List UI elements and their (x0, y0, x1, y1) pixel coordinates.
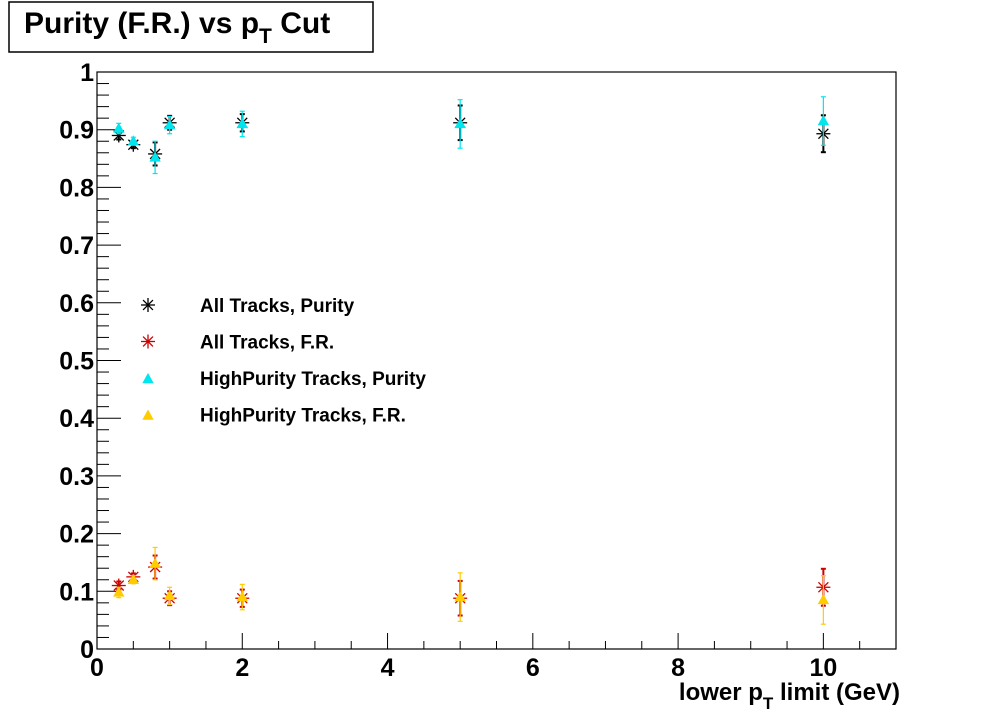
y-tick-label: 0.7 (59, 232, 94, 260)
legend: All Tracks, Purity All Tracks, F.R. HighPu… (141, 296, 426, 427)
asterisk-stroke (113, 580, 125, 591)
title-frame (8, 1, 374, 53)
plot-frame (96, 71, 897, 650)
data-point (127, 573, 140, 584)
legend-label: All Tracks, Purity (200, 296, 355, 317)
x-tick-label: 6 (526, 654, 540, 682)
data-point (236, 591, 248, 602)
x-tick-label: 0 (90, 654, 104, 682)
y-tick-label: 1 (80, 59, 94, 87)
y-tick-label: 0.4 (59, 405, 94, 433)
data-point (454, 591, 466, 602)
x-axis-label-subscript: T (763, 694, 774, 713)
data-point (817, 593, 830, 605)
y-tick-label: 0.2 (59, 521, 94, 549)
axes: 00.10.20.30.40.50.60.70.80.910 2 4 6 8 10 (59, 59, 897, 682)
y-tick-label: 0.9 (59, 117, 94, 145)
data-point (149, 151, 161, 162)
chart-title-subscript: T (259, 25, 272, 48)
x-tick-label: 8 (671, 654, 685, 682)
series-3 (113, 96, 830, 175)
data-point (163, 589, 176, 601)
data-point (113, 122, 125, 133)
y-tick-label: 0 (80, 636, 94, 664)
data-point (113, 586, 125, 597)
y-tick-label: 0.5 (59, 348, 94, 376)
legend-label: All Tracks, F.R. (200, 333, 334, 354)
chart-title-tail: Cut (272, 7, 330, 40)
x-axis-label-tail: limit (GeV) (773, 679, 900, 706)
chart-title: Purity (F.R.) vs pT Cut (24, 7, 330, 48)
y-tick-label: 0.3 (59, 463, 94, 491)
data-point (817, 115, 830, 126)
data-point (236, 117, 248, 129)
title-box: Purity (F.R.) vs pT Cut (8, 1, 374, 53)
asterisk-stroke (142, 299, 154, 311)
y-tick-label: 0.8 (59, 174, 94, 202)
legend-marker (141, 334, 155, 349)
legend-label: HighPurity Tracks, F.R. (200, 406, 406, 427)
series-4 (113, 546, 830, 625)
x-axis-label: lower pT limit (GeV) (679, 679, 900, 713)
x-axis-label-main: lower p (679, 679, 763, 706)
data-point (127, 135, 140, 146)
data-point (163, 119, 176, 130)
chart-title-main: Purity (F.R.) vs p (24, 7, 259, 40)
legend-marker (142, 373, 154, 384)
x-tick-label: 10 (809, 654, 837, 682)
x-tick-label: 4 (381, 654, 395, 682)
series-1 (111, 104, 831, 167)
data-marks (111, 96, 831, 625)
legend-marker (141, 298, 155, 312)
data-point (454, 117, 466, 129)
legend-entry: HighPurity Tracks, F.R. (142, 406, 406, 427)
legend-entry: HighPurity Tracks, Purity (142, 369, 426, 390)
asterisk-stroke (142, 336, 154, 347)
data-point (149, 557, 161, 568)
data-point (111, 578, 126, 593)
y-tick-label: 0.6 (59, 290, 94, 318)
legend-label: HighPurity Tracks, Purity (200, 369, 426, 390)
y-tick-label: 0.1 (59, 578, 94, 606)
legend-entry: All Tracks, F.R. (141, 333, 334, 354)
series-2 (111, 554, 831, 617)
legend-marker (142, 409, 154, 420)
x-tick-label: 2 (235, 654, 249, 682)
legend-entry: All Tracks, Purity (141, 296, 355, 317)
